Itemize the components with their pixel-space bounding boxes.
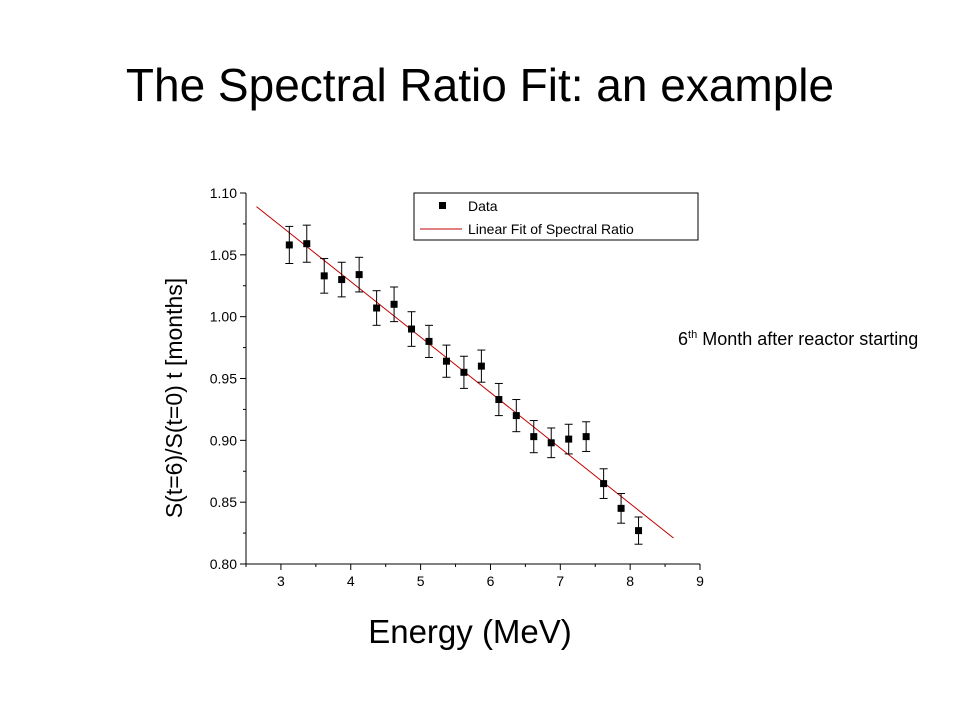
data-marker bbox=[495, 396, 503, 404]
data-marker bbox=[635, 527, 643, 535]
data-point bbox=[547, 427, 556, 459]
slide-title: The Spectral Ratio Fit: an example bbox=[125, 59, 835, 111]
data-point bbox=[599, 468, 608, 499]
data-point bbox=[582, 421, 591, 452]
data-point bbox=[564, 423, 573, 455]
note-superscript: th bbox=[688, 329, 698, 341]
y-tick-label: 0.95 bbox=[210, 371, 237, 387]
data-point bbox=[617, 493, 626, 524]
legend-box bbox=[413, 192, 699, 241]
x-tick-label: 3 bbox=[277, 573, 285, 589]
data-point bbox=[512, 399, 521, 433]
y-tick-label: 1.00 bbox=[210, 309, 237, 325]
data-point bbox=[442, 344, 451, 378]
legend-label-fit: Linear Fit of Spectral Ratio bbox=[468, 221, 634, 237]
y-tick-label: 0.85 bbox=[210, 494, 237, 510]
data-point bbox=[459, 355, 468, 389]
data-point bbox=[494, 382, 503, 417]
data-marker bbox=[512, 412, 520, 420]
note-text: Month after reactor starting bbox=[697, 329, 919, 349]
data-point bbox=[337, 261, 346, 298]
data-marker bbox=[460, 368, 468, 376]
y-tick-label: 0.80 bbox=[210, 556, 237, 572]
x-tick-label: 9 bbox=[696, 573, 704, 589]
data-marker bbox=[565, 435, 573, 443]
data-marker bbox=[442, 357, 450, 365]
data-marker bbox=[320, 272, 328, 280]
data-point bbox=[407, 311, 416, 347]
data-points-layer bbox=[285, 224, 643, 545]
data-marker bbox=[408, 325, 416, 333]
data-point bbox=[372, 290, 381, 326]
x-tick-label: 8 bbox=[626, 573, 634, 589]
data-point bbox=[477, 349, 486, 383]
data-marker bbox=[477, 362, 485, 370]
data-marker bbox=[390, 300, 398, 308]
y-tick-label: 1.10 bbox=[210, 185, 237, 201]
data-point bbox=[424, 324, 433, 358]
x-tick-label: 7 bbox=[556, 573, 564, 589]
y-axis-title: S(t=6)/S(t=0) t [months] bbox=[161, 278, 187, 518]
data-point bbox=[390, 286, 399, 323]
legend-marker-data bbox=[439, 202, 446, 209]
x-tick-label: 4 bbox=[347, 573, 355, 589]
data-marker bbox=[617, 504, 625, 512]
data-point bbox=[320, 258, 329, 294]
x-tick-label: 6 bbox=[487, 573, 495, 589]
x-tick-label: 5 bbox=[417, 573, 425, 589]
note-number: 6 bbox=[678, 329, 689, 349]
data-marker bbox=[582, 433, 590, 441]
data-point bbox=[285, 225, 294, 264]
data-marker bbox=[425, 337, 433, 345]
data-marker bbox=[373, 304, 381, 312]
legend-label-data: Data bbox=[468, 198, 498, 214]
data-marker bbox=[285, 241, 293, 249]
legend: Data Linear Fit of Spectral Ratio bbox=[413, 192, 699, 241]
y-tick-label: 0.90 bbox=[210, 432, 237, 448]
axes: 0.80 0.85 0.90 0.95 1.00 1.05 1.10 3 4 5 6 7 8 9 bbox=[210, 185, 704, 589]
data-point bbox=[529, 420, 538, 454]
data-marker bbox=[530, 433, 538, 441]
data-marker bbox=[355, 271, 363, 279]
data-marker bbox=[600, 480, 608, 488]
data-marker bbox=[547, 439, 555, 447]
y-tick-label: 1.05 bbox=[210, 247, 237, 263]
data-marker bbox=[303, 240, 311, 248]
annotation-note: 6th Month after reactor starting bbox=[678, 322, 938, 352]
x-axis-title: Energy (MeV) bbox=[368, 613, 572, 650]
data-marker bbox=[338, 276, 346, 284]
data-point bbox=[355, 256, 364, 293]
data-point bbox=[634, 516, 643, 545]
data-point bbox=[302, 224, 311, 263]
